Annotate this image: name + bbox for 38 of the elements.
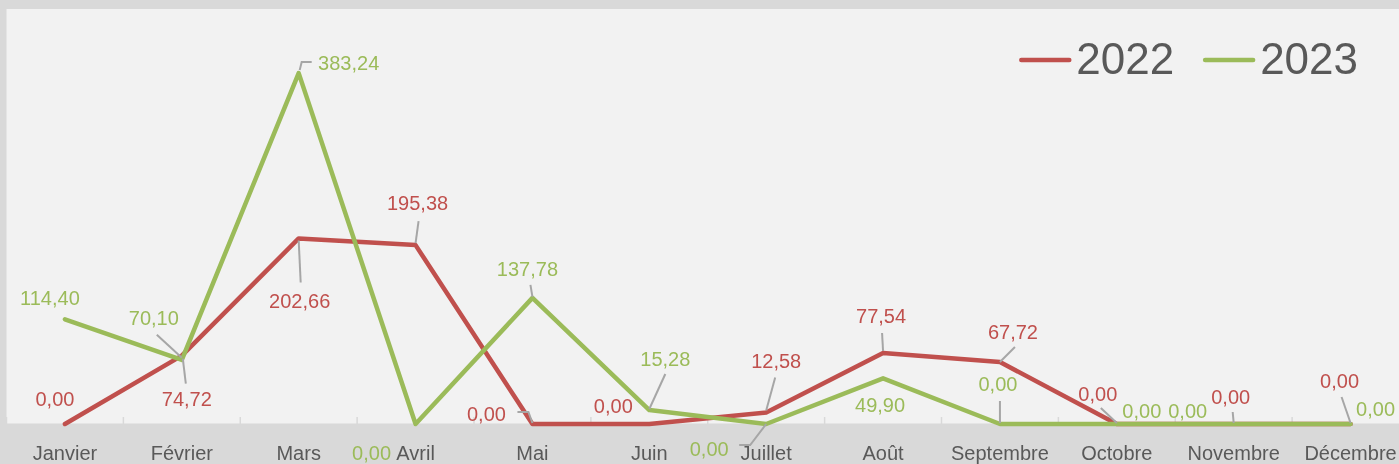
x-tick-label: Novembre: [1187, 442, 1280, 464]
data-label: 0,00: [593, 395, 633, 417]
x-tick-label: Février: [150, 442, 214, 464]
data-label: 0,00: [352, 442, 392, 464]
data-label: 67,72: [987, 321, 1038, 343]
x-tick-label: Juillet: [740, 442, 793, 464]
x-tick-label: Avril: [396, 442, 435, 464]
legend-label: 2022: [1076, 34, 1175, 83]
x-tick-label: Août: [862, 442, 905, 464]
data-label: 195,38: [386, 192, 449, 215]
x-tick-label: Décembre: [1304, 442, 1397, 464]
data-label: 0,00: [689, 438, 729, 460]
data-label: 0,00: [1122, 400, 1162, 422]
x-tick-label: Septembre: [951, 442, 1049, 464]
data-label: 49,90: [855, 394, 906, 417]
data-label: 0,00: [35, 388, 75, 410]
data-label: 137,78: [496, 257, 559, 280]
x-tick-label: Juin: [630, 442, 668, 464]
data-label: 70,10: [128, 306, 179, 329]
data-label: 114,40: [20, 287, 80, 310]
data-label: 77,54: [856, 305, 907, 328]
data-label: 0,00: [1211, 386, 1251, 408]
data-label: 0,00: [1356, 398, 1396, 420]
data-label: 0,00: [1078, 383, 1118, 405]
legend-label: 2023: [1260, 34, 1359, 83]
data-label: 0,00: [1320, 370, 1360, 392]
data-label: 12,58: [751, 350, 802, 373]
data-label: 74,72: [161, 387, 212, 410]
x-tick-label: Janvier: [32, 442, 98, 464]
data-label: 202,66: [269, 290, 331, 313]
x-tick-label: Mars: [276, 442, 321, 464]
data-label: 15,28: [640, 348, 691, 371]
data-label: 0,00: [1168, 400, 1208, 422]
x-tick-label: Octobre: [1081, 442, 1153, 464]
data-label: 383,24: [318, 52, 380, 75]
data-label: 0,00: [466, 403, 506, 425]
data-label: 0,00: [978, 373, 1018, 395]
x-tick-label: Mai: [516, 442, 549, 464]
